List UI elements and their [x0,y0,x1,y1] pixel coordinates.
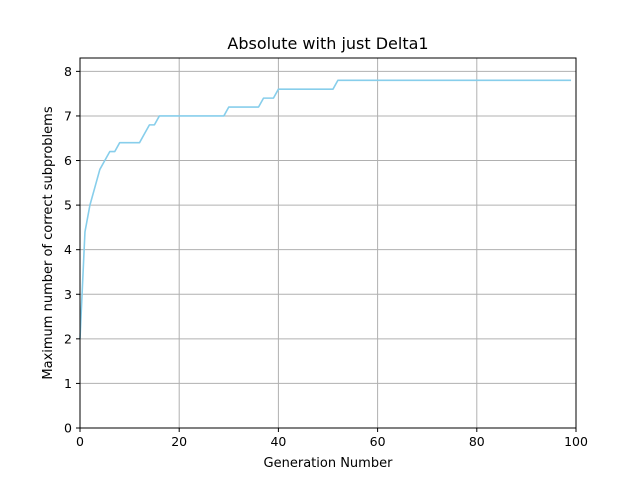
y-tick-label: 5 [64,198,72,213]
y-tick-label: 0 [64,421,72,436]
x-tick-label: 100 [564,434,588,449]
x-tick-label: 60 [370,434,386,449]
chart-title: Absolute with just Delta1 [227,34,428,53]
y-tick-label: 1 [64,376,72,391]
x-tick-label: 20 [171,434,187,449]
y-tick-label: 4 [64,242,72,257]
y-tick-label: 6 [64,153,72,168]
y-tick-label: 3 [64,287,72,302]
y-axis-label: Maximum number of correct subproblems [41,106,56,379]
y-tick-label: 2 [64,331,72,346]
series-line [79,79,572,339]
x-axis-label: Generation Number [264,456,394,471]
x-tick-label: 0 [76,434,84,449]
y-tick-label: 8 [64,64,72,79]
series-layer [79,79,572,339]
y-tick-label: 7 [64,108,72,123]
y-axis-ticks: 0 1 2 3 4 5 6 7 8 [64,64,80,436]
x-axis-ticks: 0 20 40 60 80 100 [76,428,588,449]
plot-frame [79,57,577,429]
x-tick-label: 80 [469,434,485,449]
x-tick-label: 40 [270,434,286,449]
